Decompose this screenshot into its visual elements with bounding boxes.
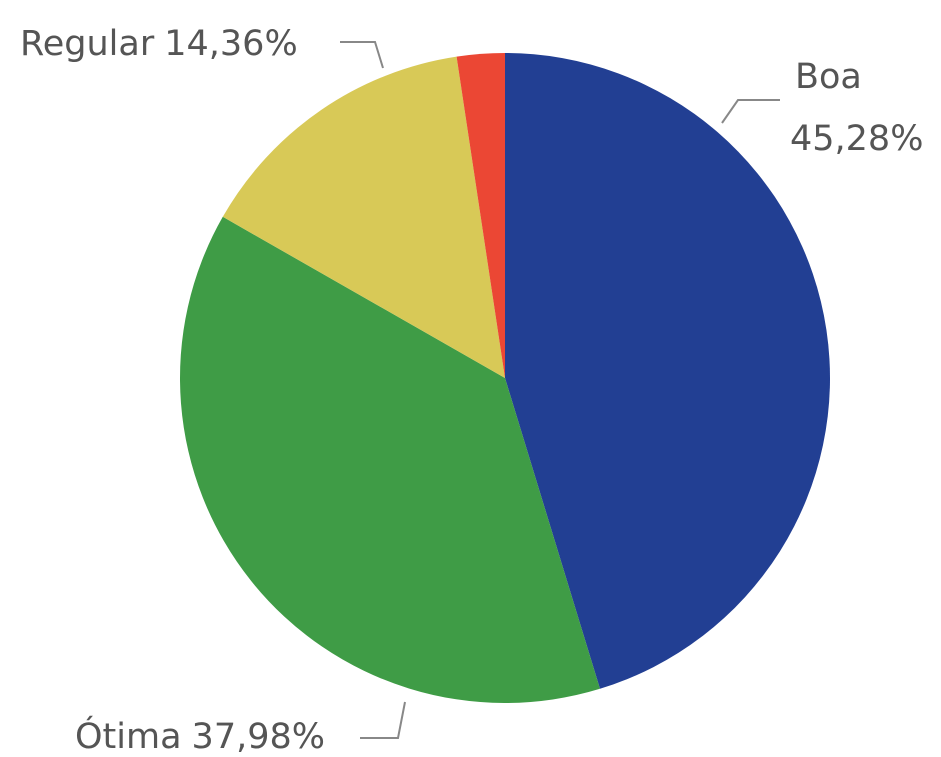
pie-slice <box>180 216 600 703</box>
leader-line <box>360 701 406 739</box>
slice-label: Boa <box>795 57 862 97</box>
value-label: 14,36% <box>164 24 297 64</box>
slice-label: Ótima <box>75 715 182 757</box>
pie-slice <box>505 53 830 689</box>
leader-line <box>721 99 780 124</box>
slice-label-group: Regular 14,36% <box>20 24 298 64</box>
pie-slice <box>456 53 505 378</box>
slice-label: Regular <box>20 24 155 64</box>
value-label: 37,98% <box>192 717 325 757</box>
pie-slice <box>222 56 505 379</box>
slice-label-group: Ótima 37,98% <box>75 715 325 757</box>
leader-line <box>340 41 384 69</box>
value-label: 45,28% <box>790 119 923 159</box>
